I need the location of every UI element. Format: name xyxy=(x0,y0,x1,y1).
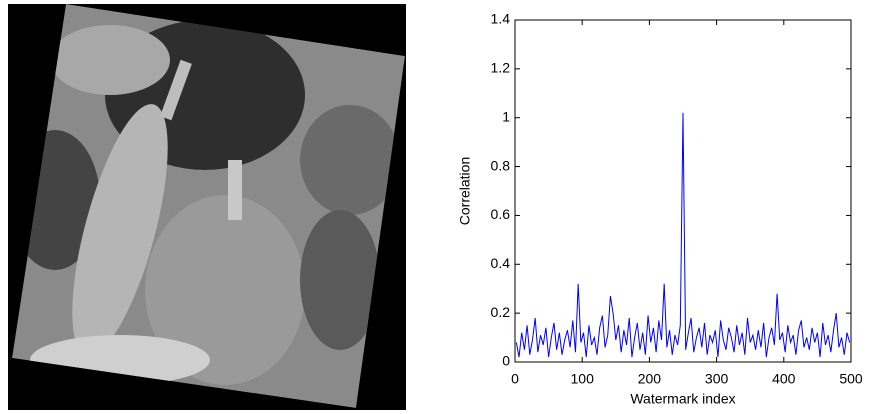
y-tick-label: 1.2 xyxy=(491,60,511,76)
x-axis-label: Watermark index xyxy=(630,391,735,407)
x-tick-label: 300 xyxy=(705,371,729,387)
pepper-stem xyxy=(160,59,192,121)
rotated-photo xyxy=(8,4,406,410)
y-tick-label: 0.8 xyxy=(491,157,511,173)
y-axis-label: Correlation xyxy=(457,157,473,225)
x-tick-label: 200 xyxy=(638,371,662,387)
x-tick-label: 0 xyxy=(511,371,519,387)
y-tick-label: 0.2 xyxy=(491,304,511,320)
pepper-shape xyxy=(72,104,168,356)
y-tick-label: 0 xyxy=(502,353,510,369)
pepper-shape xyxy=(50,25,170,95)
y-tick-label: 0.4 xyxy=(491,255,511,271)
pepper-shape xyxy=(300,105,400,215)
y-tick-label: 1.4 xyxy=(491,11,511,27)
pepper-stem xyxy=(228,160,242,220)
chart: Watermark index Correlation 0 0.2 0.4 0.6 0.… xyxy=(457,11,863,407)
x-tick-label: 400 xyxy=(772,371,796,387)
x-tick-label: 500 xyxy=(839,371,863,387)
y-tick-label: 1 xyxy=(502,108,510,124)
data-line xyxy=(515,112,851,358)
pepper-shape xyxy=(145,195,305,385)
pepper-shape xyxy=(300,210,380,350)
y-tick-label: 0.6 xyxy=(491,206,511,222)
x-tick-label: 100 xyxy=(571,371,595,387)
plot-area xyxy=(514,19,852,363)
